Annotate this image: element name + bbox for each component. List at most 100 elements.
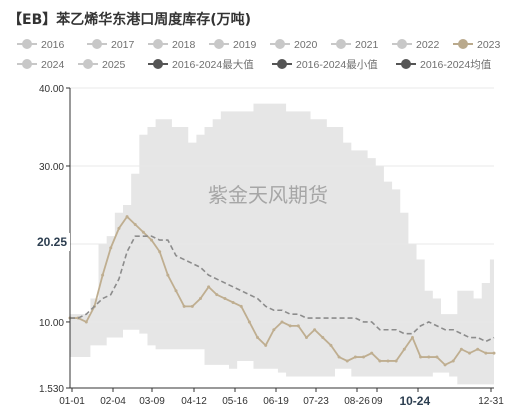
x-tick-label: 04-12 — [181, 396, 207, 407]
legend-item[interactable]: 2018 — [148, 39, 196, 51]
legend-item[interactable]: 2017 — [87, 39, 135, 51]
series-point-2023 — [296, 324, 300, 328]
series-point-2023 — [247, 320, 251, 324]
legend-marker-dot — [336, 39, 346, 49]
legend-label: 2024 — [41, 59, 65, 71]
series-point-2023 — [468, 351, 472, 355]
legend-label: 2020 — [294, 39, 318, 51]
series-point-2023 — [190, 304, 194, 308]
x-tick-label: 12-31 — [478, 396, 504, 407]
series-point-2023 — [280, 320, 284, 324]
legend-item[interactable]: 2019 — [209, 39, 257, 51]
y-tick-label: 30.00 — [39, 162, 64, 173]
legend-marker-dot — [401, 59, 411, 69]
y-marker-background — [26, 233, 70, 252]
series-point-2023 — [264, 343, 268, 347]
legend-marker-dot — [275, 39, 285, 49]
series-point-2023 — [427, 355, 431, 359]
legend-marker-dot — [153, 59, 163, 69]
axes-group: 40.0030.0020.0010.001.53001-0102-0403-09… — [26, 84, 504, 409]
x-marker-background — [390, 393, 439, 409]
series-point-2023 — [231, 300, 235, 304]
legend-item[interactable]: 2020 — [270, 39, 318, 51]
series-point-2023 — [321, 336, 325, 340]
series-point-2023 — [84, 320, 88, 324]
series-point-2023 — [239, 304, 243, 308]
legend-label: 2016-2024最大值 — [172, 58, 254, 71]
y-tick-label: 1.530 — [39, 384, 64, 395]
series-point-2023 — [410, 336, 414, 340]
series-point-2023 — [182, 304, 186, 308]
legend-item[interactable]: 2016-2024最小值 — [272, 58, 378, 71]
legend-marker-dot — [458, 39, 468, 49]
legend-item[interactable]: 2016 — [17, 39, 65, 51]
legend-marker-dot — [397, 39, 407, 49]
series-point-2023 — [117, 226, 121, 230]
legend-label: 2016-2024最小值 — [296, 58, 378, 71]
series-point-2023 — [476, 347, 480, 351]
x-tick-label: 03-09 — [139, 396, 165, 407]
series-point-2023 — [386, 359, 390, 363]
series-point-2023 — [272, 328, 276, 332]
legend-marker-dot — [92, 39, 102, 49]
legend-item[interactable]: 2016-2024均值 — [396, 58, 492, 71]
series-point-2023 — [353, 355, 357, 359]
series-point-2023 — [435, 355, 439, 359]
legend-item[interactable]: 2025 — [78, 59, 126, 71]
series-point-2023 — [484, 351, 488, 355]
chart-legend: 2016 2017 2018 2019 2020 2021 2022 2023 2024 2025… — [17, 39, 501, 71]
series-point-2023 — [394, 359, 398, 363]
legend-marker-dot — [22, 59, 32, 69]
x-tick-label: 09 — [371, 396, 383, 407]
series-point-2023 — [158, 250, 162, 254]
x-tick-label: 06-19 — [263, 396, 289, 407]
legend-item[interactable]: 2022 — [392, 39, 440, 51]
series-point-2023 — [329, 343, 333, 347]
series-point-2023 — [345, 359, 349, 363]
y-tick-label: 10.00 — [39, 318, 64, 329]
series-point-2023 — [101, 273, 105, 277]
legend-label: 2025 — [102, 59, 126, 71]
chart-title: 【EB】苯乙烯华东港口周度库存(万吨) — [8, 11, 251, 28]
watermark-text: 紫金天风期货 — [208, 183, 328, 207]
x-tick-label: 05-16 — [222, 396, 248, 407]
series-line-mean — [70, 235, 495, 343]
series-point-2023 — [125, 215, 129, 219]
series-point-2023 — [109, 246, 113, 250]
series-point-2023 — [198, 297, 202, 301]
series-point-2023 — [313, 328, 317, 332]
series-point-2023 — [402, 347, 406, 351]
legend-item[interactable]: 2024 — [17, 59, 65, 71]
x-tick-label: 01-01 — [59, 396, 85, 407]
legend-label: 2019 — [233, 39, 257, 51]
legend-item[interactable]: 2023 — [453, 39, 501, 51]
legend-item[interactable]: 2016-2024最大值 — [148, 58, 254, 71]
series-point-2023 — [288, 324, 292, 328]
series-point-2023 — [451, 359, 455, 363]
legend-label: 2021 — [355, 39, 379, 51]
series-point-2023 — [141, 230, 145, 234]
series-point-2023 — [133, 222, 137, 226]
series-point-2023 — [378, 359, 382, 363]
series-point-2023 — [304, 336, 308, 340]
legend-marker-dot — [277, 59, 287, 69]
x-tick-label: 02-04 — [100, 396, 126, 407]
series-point-2023 — [370, 351, 374, 355]
legend-label: 2018 — [172, 39, 196, 51]
legend-label: 2016 — [41, 39, 65, 51]
legend-item[interactable]: 2021 — [331, 39, 379, 51]
legend-label: 2022 — [416, 39, 440, 51]
legend-label: 2016-2024均值 — [420, 58, 492, 71]
series-point-2023 — [419, 355, 423, 359]
legend-marker-dot — [83, 59, 93, 69]
x-tick-label: 07-23 — [303, 396, 329, 407]
series-point-2023 — [362, 355, 366, 359]
series-point-2023 — [174, 289, 178, 293]
series-point-2023 — [492, 351, 496, 355]
y-tick-label: 40.00 — [39, 84, 64, 95]
legend-label: 2023 — [477, 39, 501, 51]
series-point-2023 — [166, 273, 170, 277]
series-point-2023 — [459, 347, 463, 351]
